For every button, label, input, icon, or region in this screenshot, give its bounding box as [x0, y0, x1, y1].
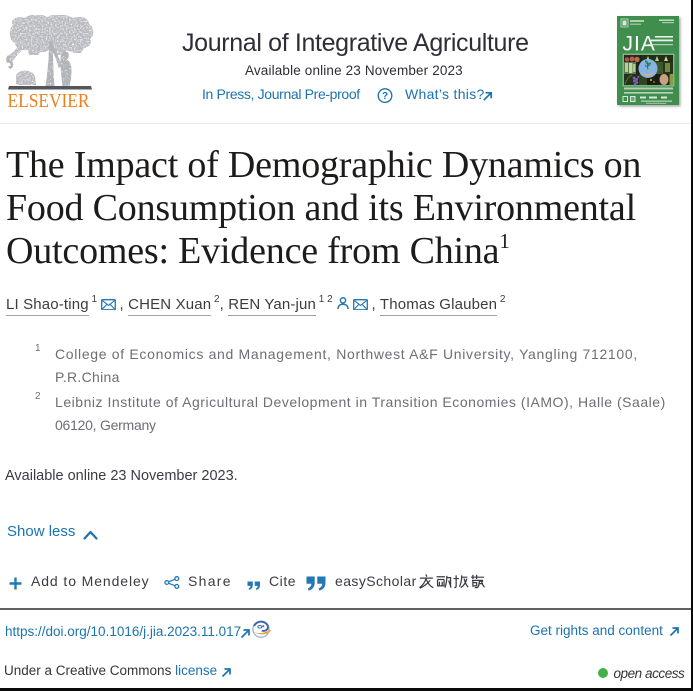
- svg-text:JIA: JIA: [623, 33, 656, 56]
- svg-text:ELSEVIER: ELSEVIER: [8, 91, 90, 110]
- svg-text:?: ?: [382, 91, 388, 102]
